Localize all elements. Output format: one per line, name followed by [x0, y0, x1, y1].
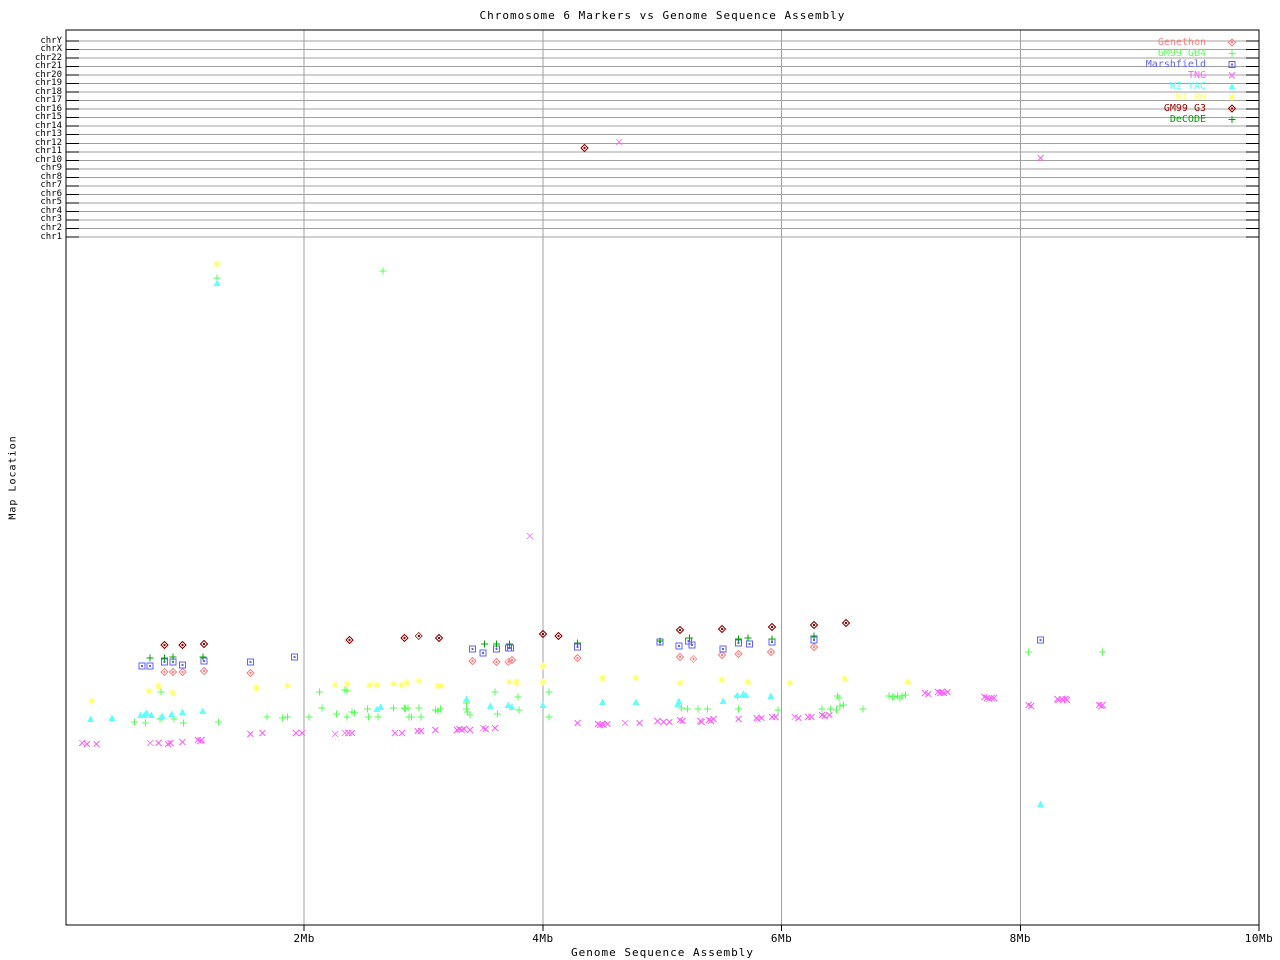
- chart-title: Chromosome 6 Markers vs Genome Sequence …: [479, 9, 846, 22]
- x-tick-label: 10Mb: [1244, 932, 1274, 945]
- legend-label: GM99 G3: [1163, 103, 1206, 114]
- legend-label: WI RH: [1175, 92, 1206, 103]
- x-axis-title: Genome Sequence Assembly: [571, 946, 754, 959]
- y-axis-row-label: chr13: [34, 129, 62, 140]
- y-axis-row-label: chr6: [40, 188, 62, 199]
- y-axis-row-label: chr5: [40, 197, 62, 208]
- y-axis-row-label: chr7: [40, 180, 62, 191]
- y-axis-row-label: chr18: [34, 86, 62, 97]
- y-axis-row-label: chr17: [34, 95, 62, 106]
- y-axis-row-label: chr3: [40, 214, 62, 225]
- y-axis-row-label: chr15: [34, 112, 62, 123]
- legend-label: GM99 GB4: [1157, 48, 1206, 59]
- y-axis-row-label: chr1: [40, 231, 62, 242]
- y-axis-row-label: chrX: [40, 44, 62, 55]
- y-axis-title: Map Location: [7, 435, 19, 520]
- y-axis-row-label: chr20: [34, 69, 62, 80]
- y-axis-row-label: chr21: [34, 61, 62, 72]
- y-axis-row-label: chr12: [34, 137, 62, 148]
- x-tick-label: 8Mb: [1009, 932, 1031, 945]
- x-tick-label: 6Mb: [770, 932, 793, 945]
- x-tick-label: 4Mb: [532, 932, 554, 945]
- legend-label: DeCODE: [1169, 114, 1206, 125]
- y-axis-row-label: chr4: [40, 205, 62, 216]
- legend-label: TNG: [1187, 70, 1206, 81]
- y-axis-row-label: chr9: [40, 163, 62, 174]
- y-axis-row-label: chr8: [40, 171, 62, 182]
- legend-label: Genethon: [1157, 37, 1206, 48]
- legend-label: Marshfield: [1145, 59, 1206, 70]
- y-axis-row-label: chr10: [34, 154, 62, 165]
- y-axis-row-label: chr16: [34, 103, 62, 114]
- y-axis-row-label: chr14: [34, 120, 62, 131]
- y-axis-row-label: chr11: [34, 146, 62, 157]
- y-axis-row-label: chr19: [34, 78, 62, 89]
- y-axis-row-label: chr2: [40, 222, 62, 233]
- y-axis-row-label: chr22: [34, 52, 62, 63]
- legend-label: WI YAC: [1169, 81, 1206, 92]
- y-axis-row-label: chrY: [40, 35, 62, 46]
- x-tick-label: 2Mb: [293, 932, 315, 945]
